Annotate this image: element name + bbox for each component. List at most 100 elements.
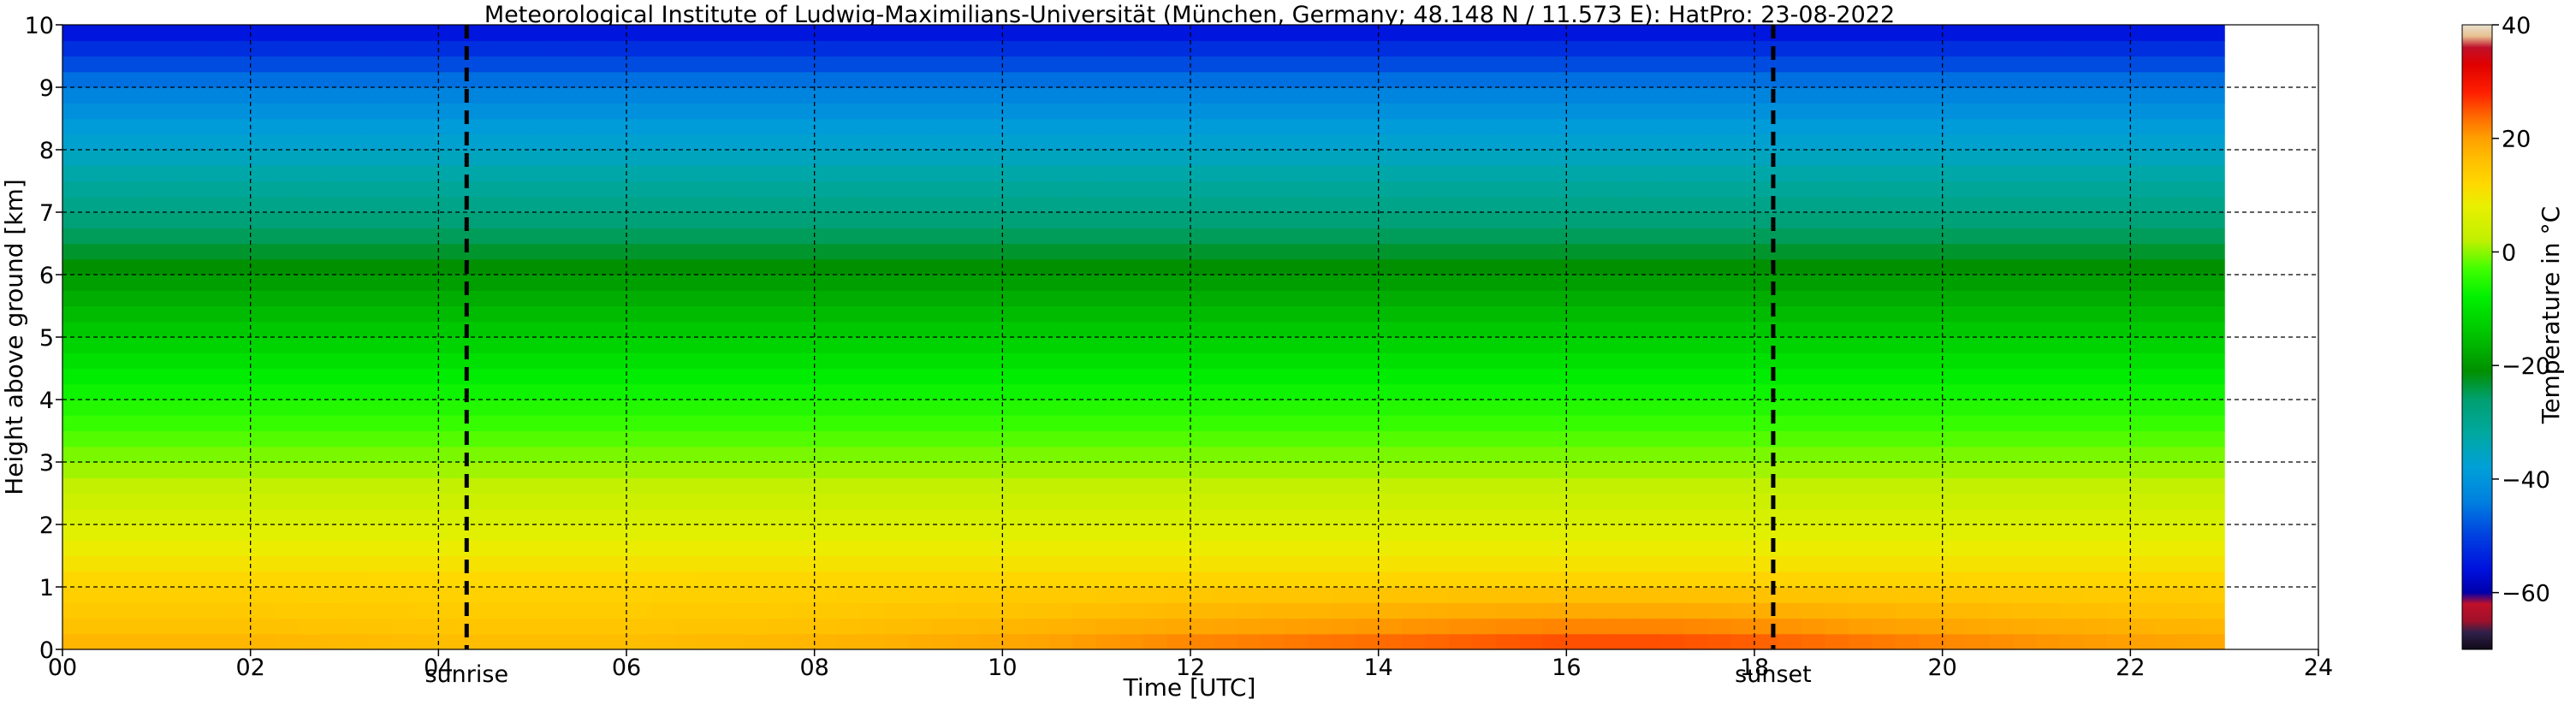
heatmap-cell (1284, 87, 1309, 104)
heatmap-cell (109, 118, 134, 135)
heatmap-cell (1402, 25, 1427, 41)
heatmap-cell (1449, 477, 1474, 495)
heatmap-cell (1872, 25, 1896, 41)
heatmap-cell (767, 290, 792, 307)
heatmap-cell (1425, 477, 1450, 495)
heatmap-cell (1261, 383, 1285, 400)
heatmap-cell (1331, 352, 1356, 370)
heatmap-cell (1613, 383, 1638, 400)
heatmap-cell (1989, 508, 2014, 525)
heatmap-cell (1942, 181, 1967, 198)
heatmap-cell (2153, 118, 2178, 135)
heatmap-cell (673, 430, 697, 447)
heatmap-cell (1449, 56, 1474, 73)
heatmap-cell (2106, 602, 2131, 619)
heatmap-cell (1166, 555, 1191, 572)
heatmap-cell (109, 602, 134, 619)
heatmap-cell (1472, 103, 1497, 120)
heatmap-cell (955, 25, 980, 41)
heatmap-cell (391, 446, 416, 463)
heatmap-cell (861, 383, 886, 400)
heatmap-cell (62, 446, 87, 463)
heatmap-cell (508, 258, 533, 275)
heatmap-cell (203, 118, 228, 135)
heatmap-cell (485, 196, 510, 213)
heatmap-cell (344, 587, 369, 603)
heatmap-cell (650, 321, 674, 338)
heatmap-cell (485, 633, 510, 650)
heatmap-cell (1449, 212, 1474, 228)
heatmap-cell (2130, 321, 2155, 338)
heatmap-cell (1495, 71, 1521, 88)
heatmap-cell (1989, 587, 2014, 603)
heatmap-cell (508, 337, 533, 353)
heatmap-cell (1119, 71, 1144, 88)
heatmap-cell (274, 400, 299, 416)
heatmap-cell (1989, 275, 2014, 291)
heatmap-cell (791, 415, 816, 432)
heatmap-cell (250, 337, 275, 353)
heatmap-cell (1049, 290, 1074, 307)
heatmap-cell (1542, 415, 1567, 432)
heatmap-cell (626, 25, 651, 41)
heatmap-cell (978, 243, 1003, 260)
heatmap-cell (203, 368, 228, 385)
heatmap-cell (321, 493, 346, 510)
heatmap-cell (1072, 555, 1097, 572)
heatmap-cell (250, 25, 275, 41)
heatmap-cell (720, 383, 745, 400)
heatmap-cell (697, 228, 721, 245)
heatmap-cell (861, 40, 886, 57)
heatmap-cell (955, 524, 980, 541)
heatmap-cell (1072, 618, 1097, 635)
heatmap-cell (344, 430, 369, 447)
heatmap-cell (414, 40, 439, 57)
heatmap-cell (367, 290, 393, 307)
heatmap-cell (838, 212, 863, 228)
heatmap-cell (1495, 446, 1521, 463)
heatmap-cell (2083, 352, 2108, 370)
heatmap-cell (861, 305, 886, 323)
heatmap-cell (321, 400, 346, 416)
heatmap-cell (1919, 87, 1944, 104)
heatmap-cell (838, 258, 863, 275)
heatmap-cell (1143, 25, 1168, 41)
heatmap-cell (1190, 477, 1215, 495)
heatmap-cell (321, 524, 346, 541)
heatmap-cell (1730, 321, 1755, 338)
heatmap-cell (1683, 400, 1708, 416)
heatmap-cell (1566, 181, 1591, 198)
heatmap-cell (1730, 633, 1755, 650)
heatmap-cell (1402, 462, 1427, 478)
heatmap-cell (1683, 103, 1708, 120)
heatmap-cell (227, 133, 252, 151)
heatmap-cell (1801, 275, 1825, 291)
heatmap-cell (1966, 181, 1991, 198)
heatmap-cell (1331, 305, 1356, 323)
heatmap-cell (1966, 150, 1991, 166)
heatmap-cell (720, 477, 745, 495)
heatmap-cell (1025, 243, 1050, 260)
heatmap-cell (227, 602, 252, 619)
heatmap-cell (1589, 602, 1614, 619)
heatmap-cell (1566, 477, 1591, 495)
heatmap-cell (885, 337, 910, 353)
heatmap-cell (1660, 430, 1685, 447)
heatmap-cell (1848, 587, 1873, 603)
heatmap-cell (1261, 415, 1285, 432)
heatmap-cell (861, 368, 886, 385)
heatmap-cell (86, 103, 110, 120)
heatmap-cell (1589, 103, 1614, 120)
heatmap-cell (885, 212, 910, 228)
heatmap-cell (1966, 321, 1991, 338)
heatmap-cell (978, 196, 1003, 213)
heatmap-cell (508, 212, 533, 228)
heatmap-cell (1237, 633, 1261, 650)
heatmap-cell (1683, 118, 1708, 135)
heatmap-cell (2130, 103, 2155, 120)
heatmap-cell (485, 415, 510, 432)
y-axis-label: Height above ground [km] (0, 179, 28, 495)
heatmap-cell (297, 56, 322, 73)
heatmap-cell (602, 368, 627, 385)
heatmap-cell (2106, 477, 2131, 495)
